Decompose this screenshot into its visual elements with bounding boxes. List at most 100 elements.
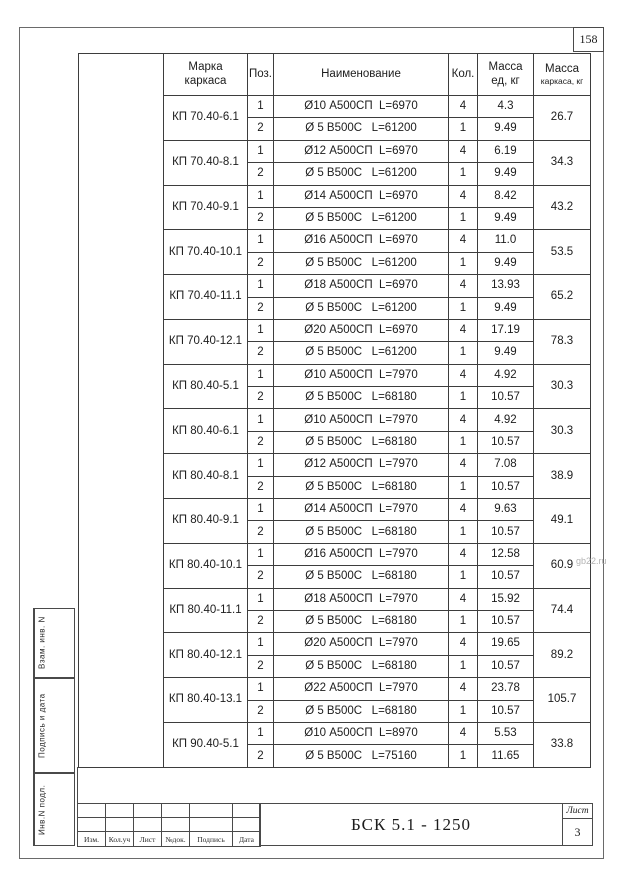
unit-mass-cell: 5.53 [477,721,534,746]
unit-mass-cell: 6.19 [477,139,534,164]
cage-mark: КП 70.40-9.1 [163,184,248,231]
quantity-cell: 4 [448,453,478,477]
item-name-cell: Ø12 А500СП L=6970 [273,139,449,164]
revision-label-cell: Лист [133,831,162,847]
position-cell: 2 [247,162,274,186]
unit-mass-cell: 11.65 [477,744,534,768]
item-name-cell: Ø 5 В500С L=68180 [273,475,449,500]
quantity-cell: 4 [448,587,478,611]
position-cell: 2 [247,475,274,500]
quantity-cell: 1 [448,341,478,365]
position-cell: 2 [247,699,274,723]
quantity-cell: 4 [448,498,478,522]
revision-empty-cell [133,803,162,818]
revision-empty-cell [161,817,190,832]
position-cell: 1 [247,721,274,746]
cage-total-mass: 30.3 [533,363,591,410]
table-left-margin-cell [78,53,164,768]
unit-mass-cell: 9.63 [477,498,534,522]
revision-empty-cell [77,803,106,818]
cage-total-mass: 78.3 [533,318,591,365]
position-cell: 1 [247,363,274,388]
quantity-cell: 4 [448,542,478,567]
quantity-cell: 4 [448,677,478,701]
cage-total-mass: 53.5 [533,229,591,276]
table-row: КП 70.40-8.1 1 Ø12 А500СП L=6970 4 6.19 34.3 [79,139,591,186]
header-total-mass: Масса каркаса, кг [533,53,591,96]
unit-mass-cell: 17.19 [477,318,534,343]
position-cell: 1 [247,139,274,164]
unit-mass-cell: 7.08 [477,453,534,477]
item-name-cell: Ø22 А500СП L=7970 [273,677,449,701]
quantity-cell: 1 [448,430,478,455]
quantity-cell: 1 [448,386,478,410]
position-cell: 2 [247,296,274,320]
quantity-cell: 4 [448,408,478,432]
quantity-cell: 4 [448,721,478,746]
table-row: КП 80.40-12.1 1 Ø20 А500СП L=7970 4 19.65 89.… [79,632,591,679]
position-cell: 1 [247,94,274,119]
item-name-cell: Ø10 А500СП L=8970 [273,721,449,746]
quantity-cell: 1 [448,565,478,589]
position-cell: 1 [247,408,274,432]
item-name-cell: Ø 5 В500С L=68180 [273,699,449,723]
unit-mass-cell: 19.65 [477,632,534,656]
position-cell: 1 [247,274,274,298]
unit-mass-cell: 11.0 [477,229,534,253]
unit-mass-cell: 12.58 [477,542,534,567]
unit-mass-cell: 10.57 [477,430,534,455]
quantity-cell: 1 [448,117,478,141]
unit-mass-cell: 9.49 [477,162,534,186]
quantity-cell: 1 [448,206,478,231]
position-cell: 2 [247,251,274,276]
header-unit-mass: Масса ед, кг [477,53,534,96]
revision-label-cell: Подпись [189,831,233,847]
position-cell: 2 [247,341,274,365]
position-cell: 2 [247,520,274,544]
unit-mass-cell: 13.93 [477,274,534,298]
revision-empty-cell [105,817,134,832]
revision-empty-row [77,803,261,818]
revision-label-row: Изм. Кол.уч Лист №док. Подпись Дата [77,831,261,847]
item-name-cell: Ø18 А500СП L=7970 [273,587,449,611]
table-row: КП 80.40-9.1 1 Ø14 А500СП L=7970 4 9.63 49.1 [79,498,591,544]
unit-mass-cell: 10.57 [477,654,534,679]
item-name-cell: Ø14 А500СП L=7970 [273,498,449,522]
quantity-cell: 4 [448,632,478,656]
unit-mass-cell: 9.49 [477,296,534,320]
revision-label-cell: Изм. [77,831,106,847]
unit-mass-cell: 10.57 [477,386,534,410]
cage-total-mass: 38.9 [533,453,591,500]
cage-total-mass: 33.8 [533,721,591,769]
quantity-cell: 4 [448,274,478,298]
cage-mark: КП 80.40-13.1 [163,677,248,723]
cage-mark: КП 80.40-12.1 [163,632,248,679]
side-box-inv-podl: Инв.N подл. [33,773,75,846]
quantity-cell: 1 [448,475,478,500]
position-cell: 2 [247,206,274,231]
unit-mass-cell: 4.3 [477,94,534,119]
sheet-label-cell: Лист [562,803,593,819]
header-qty: Кол. [448,53,478,96]
quantity-cell: 4 [448,363,478,388]
position-cell: 2 [247,744,274,768]
unit-mass-cell: 4.92 [477,408,534,432]
unit-mass-cell: 10.57 [477,475,534,500]
table-row: КП 80.40-8.1 1 Ø12 А500СП L=7970 4 7.08 38.9 [79,453,591,500]
cage-total-mass: 49.1 [533,498,591,544]
position-cell: 1 [247,453,274,477]
side-label-vzam-inv: Взам. инв. N [34,609,49,677]
table-row: КП 80.40-10.1 1 Ø16 А500СП L=7970 4 12.58 60.… [79,542,591,589]
item-name-cell: Ø 5 В500С L=68180 [273,609,449,634]
quantity-cell: 4 [448,318,478,343]
unit-mass-cell: 4.92 [477,363,534,388]
table-row: КП 80.40-13.1 1 Ø22 А500СП L=7970 4 23.78 105… [79,677,591,723]
position-cell: 2 [247,565,274,589]
item-name-cell: Ø 5 В500С L=61200 [273,251,449,276]
position-cell: 1 [247,542,274,567]
cage-mark: КП 80.40-6.1 [163,408,248,455]
